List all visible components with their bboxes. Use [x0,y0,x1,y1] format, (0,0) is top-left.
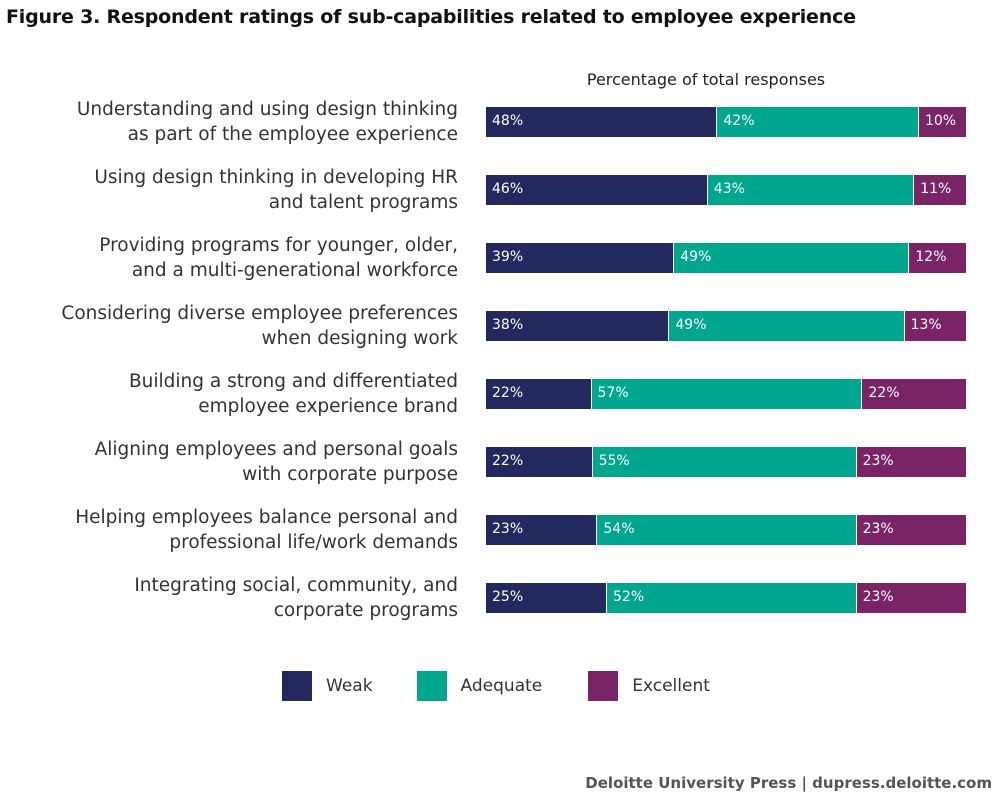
data-label: 11% [920,181,952,197]
category-label: Providing programs for younger, older, a… [99,235,458,281]
data-label: 12% [915,249,947,265]
data-label: 48% [492,113,524,129]
data-label: 23% [862,589,894,605]
legend-label-excellent: Excellent [632,676,710,696]
data-label: 43% [713,181,745,197]
legend-swatch-adequate [416,671,447,701]
bar-segment-excellent: 22% [861,379,966,409]
bar-segment-adequate: 42% [716,107,918,137]
bar-segment-excellent: 13% [903,311,966,341]
category-label: Integrating social, community, and corpo… [134,575,458,621]
data-label: 57% [597,385,629,401]
bar-segment-weak: 22% [486,379,591,409]
bar-segment-adequate: 54% [596,515,856,545]
bar-row: 22% 57% 22% [486,379,966,409]
legend-item-adequate: Adequate [416,671,543,701]
bar-row: 39% 49% 12% [486,243,966,273]
data-label: 49% [680,249,712,265]
bar-segment-adequate: 57% [590,379,862,409]
category-label: Considering diverse employee preferences… [61,303,458,349]
data-label: 49% [675,317,707,333]
bar-segment-adequate: 49% [673,243,909,273]
legend-item-weak: Weak [282,671,373,701]
bar-segment-weak: 38% [486,311,669,341]
bar-row: 22% 55% 23% [486,447,966,477]
data-label: 52% [613,589,645,605]
legend-label-adequate: Adequate [460,676,543,696]
data-label: 22% [868,385,900,401]
bar-segment-excellent: 23% [855,515,966,545]
bar-row: 38% 49% 13% [486,311,966,341]
data-label: 38% [492,317,524,333]
chart-subtitle: Percentage of total responses [586,70,826,89]
legend: Weak Adequate Excellent [282,671,750,701]
bar-segment-weak: 23% [486,515,597,545]
data-label: 54% [603,521,635,537]
footer-credit: Deloitte University Press | dupress.delo… [585,774,992,792]
bar-segment-weak: 39% [486,243,674,273]
bar-segment-weak: 48% [486,107,717,137]
data-label: 23% [492,521,524,537]
data-label: 22% [492,385,524,401]
data-label: 10% [924,113,957,129]
bar-row: 46% 43% 11% [486,175,966,205]
legend-swatch-excellent [588,671,619,701]
bar-segment-excellent: 10% [917,107,966,137]
bar-segment-excellent: 23% [855,583,966,613]
category-label: Building a strong and differentiated emp… [128,371,458,417]
bar-row: 23% 54% 23% [486,515,966,545]
data-label: 46% [492,181,524,197]
bar-row: 48% 42% 10% [486,107,966,137]
data-label: 25% [492,589,524,605]
category-label: Helping employees balance personal and p… [75,507,458,553]
bar-segment-weak: 22% [486,447,592,477]
bar-segment-weak: 25% [486,583,606,613]
legend-swatch-weak [282,671,312,701]
data-label: 22% [492,453,524,469]
category-label: Using design thinking in developing HR a… [94,167,458,213]
data-label: 39% [492,249,524,265]
category-label: Understanding and using design thinking … [76,99,458,145]
figure-title: Figure 3. Respondent ratings of sub-capa… [6,6,856,28]
bar-segment-weak: 46% [486,175,707,205]
bar-row: 25% 52% 23% [486,583,966,613]
bar-segment-excellent: 11% [913,175,966,205]
bar-segment-adequate: 43% [706,175,914,205]
bar-segment-excellent: 12% [908,243,966,273]
bar-segment-adequate: 55% [591,447,856,477]
data-label: 55% [598,453,630,469]
data-label: 23% [862,453,894,469]
category-label: Aligning employees and personal goals wi… [94,439,458,485]
data-label: 42% [723,113,755,129]
data-label: 23% [862,521,894,537]
legend-item-excellent: Excellent [588,671,710,701]
bar-segment-adequate: 49% [668,311,904,341]
bar-segment-adequate: 52% [606,583,856,613]
data-label: 13% [910,317,942,333]
bar-segment-excellent: 23% [855,447,966,477]
legend-label-weak: Weak [326,676,373,696]
